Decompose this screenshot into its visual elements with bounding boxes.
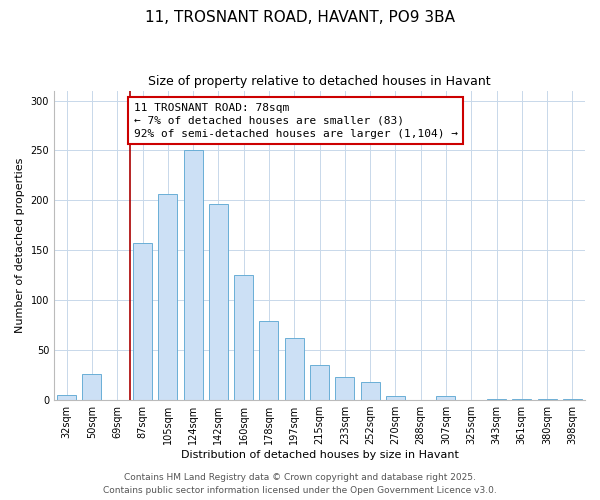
Bar (57, 395, 76, 400)
Bar (538, 399, 557, 400)
Bar (436, 396, 455, 400)
Bar (335, 377, 354, 400)
Text: Contains HM Land Registry data © Crown copyright and database right 2025.
Contai: Contains HM Land Registry data © Crown c… (103, 474, 497, 495)
Bar (512, 399, 531, 400)
Y-axis label: Number of detached properties: Number of detached properties (15, 158, 25, 333)
Bar (259, 321, 278, 400)
Bar (310, 365, 329, 400)
Title: Size of property relative to detached houses in Havant: Size of property relative to detached ho… (148, 75, 491, 88)
Bar (158, 194, 177, 400)
Bar (82, 374, 101, 400)
Text: 11, TROSNANT ROAD, HAVANT, PO9 3BA: 11, TROSNANT ROAD, HAVANT, PO9 3BA (145, 10, 455, 25)
Bar (234, 276, 253, 400)
Bar (563, 399, 582, 400)
Bar (361, 382, 380, 400)
X-axis label: Distribution of detached houses by size in Havant: Distribution of detached houses by size … (181, 450, 458, 460)
Bar (386, 396, 405, 400)
Text: 11 TROSNANT ROAD: 78sqm
← 7% of detached houses are smaller (83)
92% of semi-det: 11 TROSNANT ROAD: 78sqm ← 7% of detached… (134, 102, 458, 139)
Bar (184, 150, 203, 400)
Bar (487, 399, 506, 400)
Bar (209, 204, 228, 400)
Bar (285, 338, 304, 400)
Bar (133, 244, 152, 400)
